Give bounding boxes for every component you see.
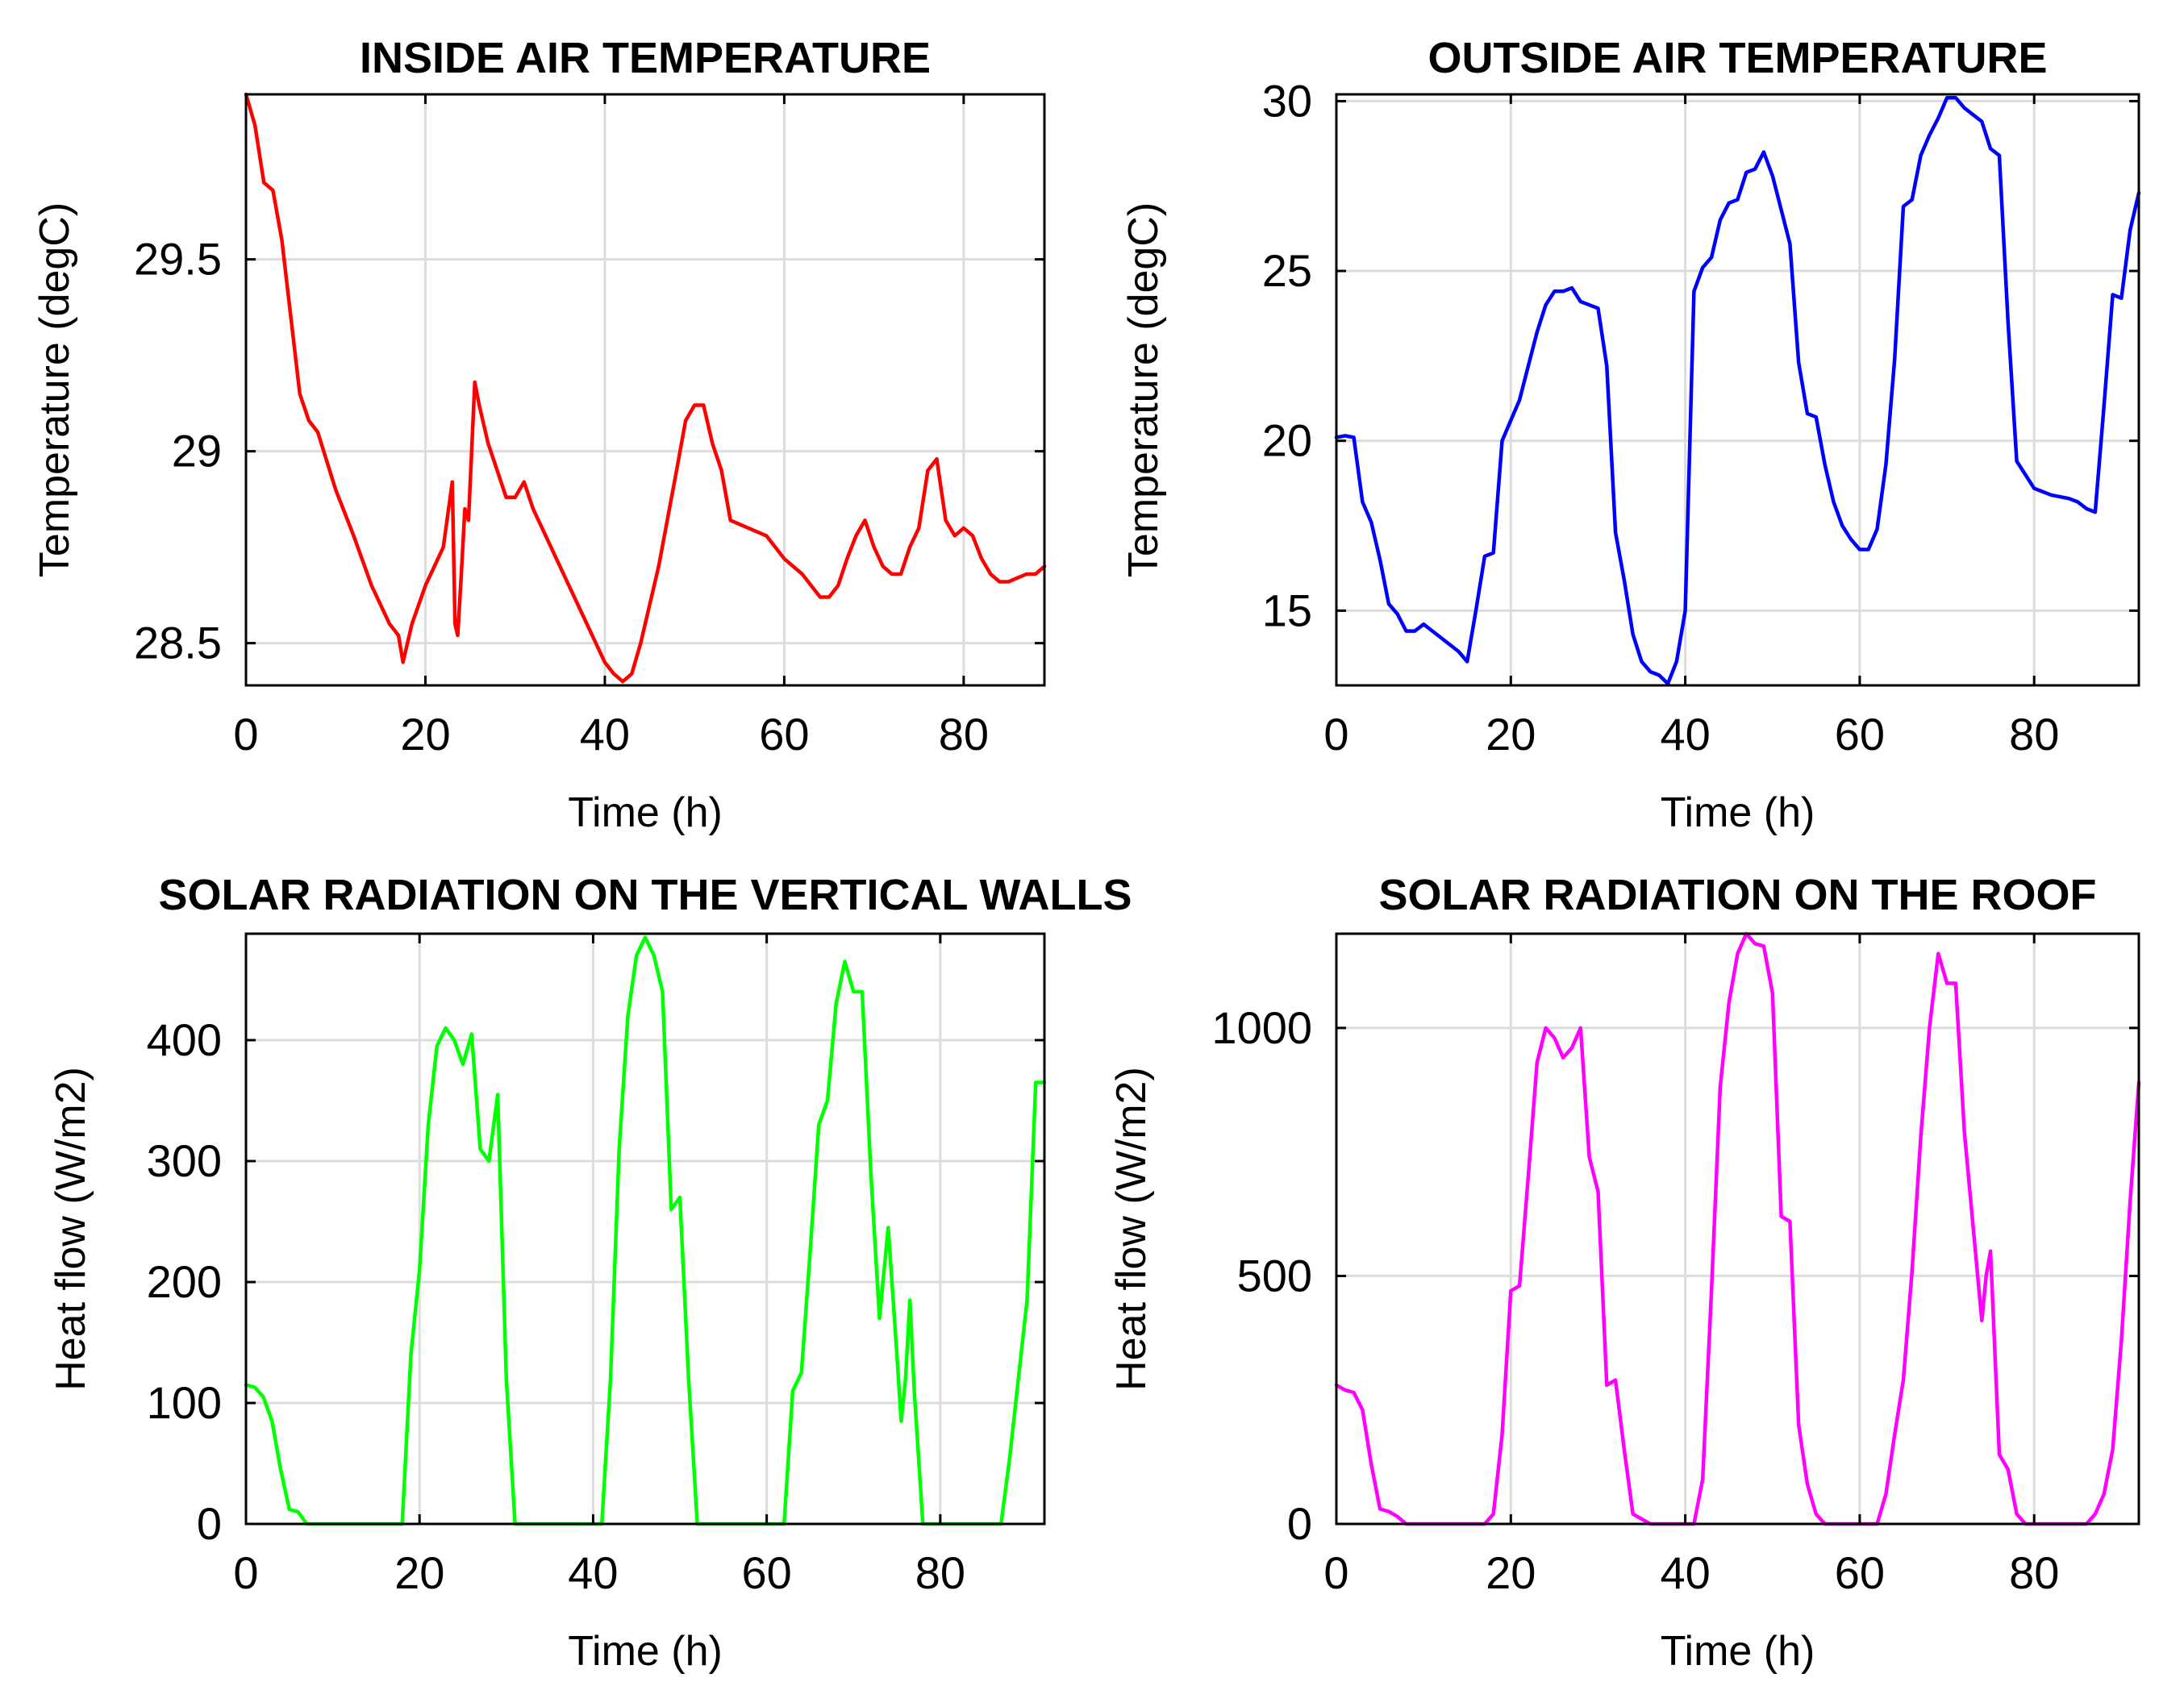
outside-temp-title: OUTSIDE AIR TEMPERATURE (1428, 34, 2047, 82)
walls-radiation-y-tick-label: 200 (147, 1256, 222, 1307)
walls-radiation-axes-frame (244, 932, 1046, 1526)
outside-temp-x-tick-label: 20 (1486, 709, 1536, 760)
inside-temp-y-tick-label: 29 (172, 426, 222, 477)
inside-temp-x-axis-label: Time (h) (568, 789, 723, 836)
walls-radiation-x-tick-label: 60 (742, 1547, 792, 1598)
roof-radiation-x-axis-label: Time (h) (1661, 1628, 1815, 1675)
outside-temp-x-tick-label: 0 (1323, 709, 1348, 760)
panel-solar-radiation-vertical-walls: 0 20 40 60 80 0 100 200 300 400 SOLAR RADIATION ON… (48, 871, 1132, 1675)
outside-temp-x-axis-label: Time (h) (1661, 789, 1815, 836)
walls-radiation-x-tick-label: 20 (394, 1547, 444, 1598)
walls-radiation-x-tick-label: 40 (568, 1547, 618, 1598)
walls-radiation-x-axis-label: Time (h) (568, 1628, 723, 1675)
roof-radiation-x-tick-label: 20 (1486, 1547, 1536, 1598)
outside-temp-x-tick-label: 80 (2009, 709, 2059, 760)
roof-radiation-x-tick-label: 0 (1323, 1547, 1348, 1598)
walls-radiation-series-line (244, 935, 1047, 1526)
inside-temp-y-tick-label: 28.5 (134, 618, 222, 668)
roof-radiation-y-tick-label: 0 (1287, 1498, 1312, 1549)
inside-temp-x-tick-label: 80 (939, 709, 989, 760)
walls-radiation-x-tick-label: 80 (915, 1547, 965, 1598)
walls-radiation-y-axis-label: Heat flow (W/m2) (48, 1067, 94, 1391)
roof-radiation-y-tick-label: 500 (1237, 1250, 1312, 1301)
inside-temp-x-tick-label: 20 (400, 709, 450, 760)
outside-temp-axes-frame (1335, 93, 2140, 687)
inside-temp-x-tick-label: 60 (759, 709, 809, 760)
walls-radiation-x-tick-label: 0 (233, 1547, 258, 1598)
roof-radiation-title: SOLAR RADIATION ON THE ROOF (1379, 871, 2097, 919)
walls-radiation-title: SOLAR RADIATION ON THE VERTICAL WALLS (159, 871, 1132, 919)
roof-radiation-y-tick-label: 1000 (1211, 1002, 1312, 1053)
inside-temp-axes-frame (244, 93, 1046, 687)
walls-radiation-y-tick-label: 300 (147, 1135, 222, 1186)
outside-temp-y-tick-label: 30 (1262, 75, 1312, 126)
inside-temp-series-line (244, 92, 1047, 684)
outside-temp-x-tick-label: 40 (1660, 709, 1710, 760)
panel-solar-radiation-roof: 0 20 40 60 80 0 500 1000 SOLAR RADIATION ON THE … (1108, 871, 2141, 1675)
inside-temp-x-tick-label: 0 (233, 709, 258, 760)
roof-radiation-series-line (1334, 931, 2141, 1526)
roof-radiation-x-tick-label: 40 (1660, 1547, 1710, 1598)
roof-radiation-x-tick-label: 60 (1835, 1547, 1885, 1598)
inside-temp-y-tick-label: 29.5 (134, 234, 222, 285)
outside-temp-y-tick-label: 20 (1262, 415, 1312, 466)
walls-radiation-y-tick-label: 0 (197, 1498, 222, 1549)
outside-temp-y-tick-label: 25 (1262, 245, 1312, 296)
panel-outside-air-temperature: 0 20 40 60 80 15 20 25 30 OUTSIDE AIR TEMPERATURE… (1120, 34, 2141, 836)
roof-radiation-x-tick-label: 80 (2009, 1547, 2059, 1598)
outside-temp-y-tick-label: 15 (1262, 585, 1312, 635)
outside-temp-y-axis-label: Temperature (degC) (1120, 202, 1167, 577)
walls-radiation-y-tick-label: 100 (147, 1377, 222, 1428)
roof-radiation-y-axis-label: Heat flow (W/m2) (1108, 1067, 1155, 1391)
outside-temp-series-line (1334, 95, 2141, 686)
outside-temp-x-tick-label: 60 (1835, 709, 1885, 760)
walls-radiation-y-tick-label: 400 (147, 1014, 222, 1065)
inside-temp-x-tick-label: 40 (580, 709, 630, 760)
roof-radiation-axes-frame (1335, 932, 2140, 1526)
panel-inside-air-temperature: 0 20 40 60 80 28.5 29 29.5 INSIDE AIR TEMPERATUR… (31, 34, 1047, 836)
inside-temp-title: INSIDE AIR TEMPERATURE (360, 34, 931, 82)
inside-temp-y-axis-label: Temperature (degC) (31, 202, 78, 577)
